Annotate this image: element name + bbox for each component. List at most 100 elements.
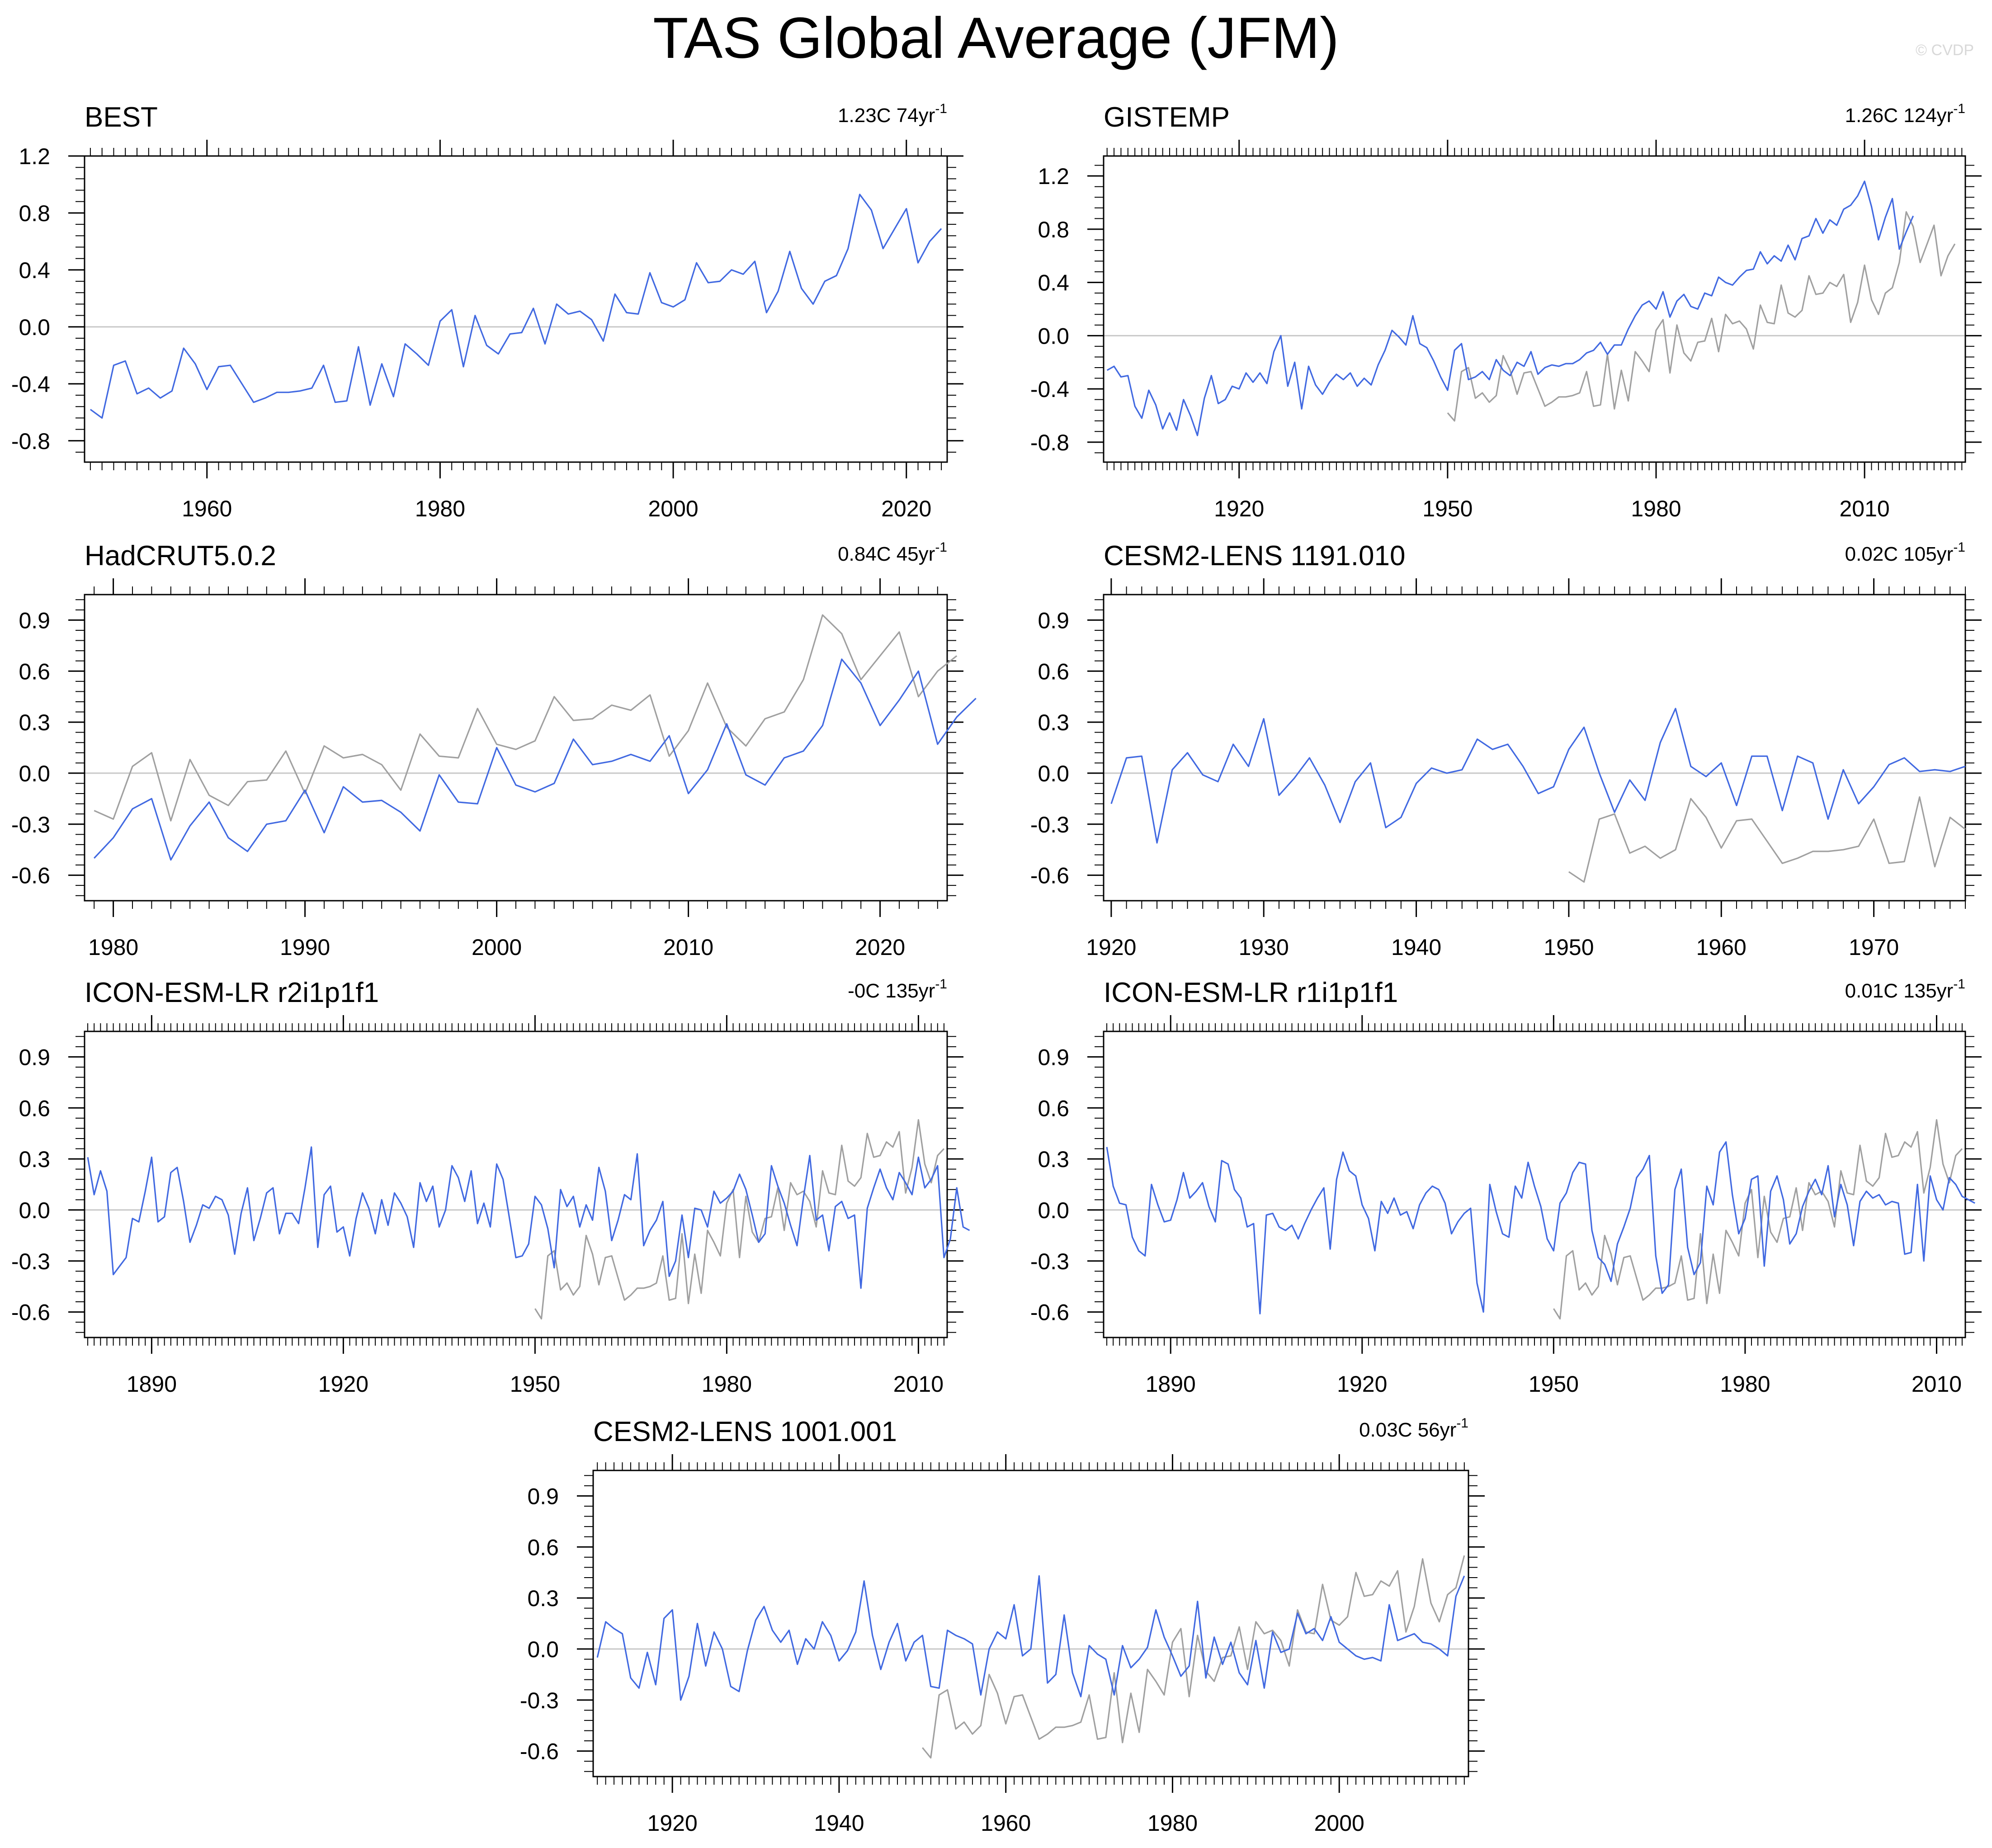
obs-series-line-hadcrut5-0-2	[534, 1119, 945, 1320]
panel-7: -0.6 -0.3 0.0 0.3 0.6 0.9 1920 1940 1960 1980 2000…	[520, 1416, 1485, 1836]
model-series-line-hadcrut5-0-2	[94, 658, 977, 861]
trend-exponent: -1	[1953, 101, 1965, 116]
x-tick-label: 1950	[1544, 935, 1594, 960]
trend-label: 0.01C 135yr-1	[1845, 977, 1965, 1002]
y-tick-label: -0.6	[1030, 1300, 1069, 1325]
trend-exponent: -1	[935, 540, 947, 555]
y-tick-label: -0.6	[11, 1300, 50, 1325]
y-tick-label: 0.3	[527, 1586, 559, 1611]
x-minor-ticks	[597, 1462, 1465, 1785]
x-tick-label: 1940	[1391, 935, 1441, 960]
x-tick-label: 1950	[510, 1371, 560, 1397]
axis-frame	[84, 594, 948, 902]
x-tick-label: 1950	[1422, 496, 1473, 521]
y-tick-label: 0.0	[1038, 323, 1069, 349]
panel-6: -0.6 -0.3 0.0 0.3 0.6 0.9 1890 1920 1950 1980 2010…	[1030, 977, 1982, 1397]
x-tick-label: 2000	[472, 935, 522, 960]
watermark: © CVDP	[1916, 42, 1974, 59]
y-tick-label: 0.0	[1038, 761, 1069, 786]
trend-value: 0.84C 45yr	[838, 543, 935, 565]
y-tick-label: 0.6	[19, 1096, 50, 1121]
page-title: TAS Global Average (JFM)	[653, 6, 1339, 71]
y-tick-label: -0.3	[11, 1249, 50, 1274]
obs-series-line-hadcrut5-0-2	[1553, 1119, 1963, 1320]
y-minor-ticks	[584, 1475, 1477, 1772]
x-minor-ticks	[1110, 586, 1966, 909]
axis-frame	[1103, 155, 1966, 463]
y-minor-ticks	[76, 1036, 956, 1333]
model-series-line-cesm2-lens-1001-001	[596, 1575, 1465, 1701]
x-tick-label: 2010	[663, 935, 713, 960]
y-tick-label: -0.8	[1030, 430, 1069, 455]
y-tick-label: 1.2	[1038, 164, 1069, 189]
trend-value: 0.03C 56yr	[1359, 1419, 1456, 1441]
x-tick-label: 2010	[1840, 496, 1890, 521]
panel-title: CESM2-LENS 1001.001	[593, 1416, 897, 1447]
y-tick-label: 0.3	[1038, 710, 1069, 735]
y-tick-label: -0.8	[11, 429, 50, 454]
model-series-line-icon-esm-lr-r2i1p1f1	[87, 1146, 970, 1289]
y-tick-label: 0.9	[19, 608, 50, 633]
trend-value: 0.01C 135yr	[1845, 980, 1954, 1002]
x-tick-label: 1980	[415, 496, 465, 521]
x-tick-label: 1890	[127, 1371, 177, 1397]
trend-label: 0.84C 45yr-1	[838, 540, 947, 565]
y-tick-label: 0.4	[19, 258, 50, 283]
y-tick-label: 0.6	[1038, 659, 1069, 684]
x-tick-label: 1920	[318, 1371, 368, 1397]
trend-exponent: -1	[935, 977, 947, 992]
x-tick-label: 1960	[981, 1810, 1031, 1836]
x-tick-label: 1960	[182, 496, 232, 521]
axis-frame	[84, 155, 948, 463]
model-series-line-icon-esm-lr-r1i1p1f1	[1106, 1141, 1975, 1314]
trend-exponent: -1	[1456, 1416, 1468, 1431]
panel-1: -0.8 -0.4 0.0 0.4 0.8 1.2 1960 1980 2000 2020 BEST…	[11, 101, 963, 521]
axis-frame	[84, 1030, 948, 1338]
obs-series-line-hadcrut5-0-2	[1568, 796, 1966, 883]
x-tick-label: 2010	[1912, 1371, 1962, 1397]
model-series-line-best	[90, 194, 942, 419]
y-minor-ticks	[1095, 165, 1974, 454]
y-tick-label: 0.6	[527, 1535, 559, 1560]
y-tick-label: -0.3	[11, 812, 50, 837]
y-tick-label: -0.4	[11, 372, 50, 397]
trend-exponent: -1	[1953, 540, 1965, 555]
trend-exponent: -1	[1953, 977, 1965, 992]
trend-value: 1.23C 74yr	[838, 104, 935, 127]
x-tick-label: 1890	[1146, 1371, 1196, 1397]
panel-title: BEST	[85, 102, 158, 133]
y-tick-label: 0.8	[19, 201, 50, 226]
y-tick-label: 0.9	[1038, 1045, 1069, 1070]
axis-frame	[1103, 594, 1966, 902]
panel-title: GISTEMP	[1104, 102, 1230, 133]
trend-exponent: -1	[935, 101, 947, 116]
x-tick-label: 1980	[88, 935, 138, 960]
y-tick-label: 0.3	[1038, 1147, 1069, 1172]
x-minor-ticks	[1106, 148, 1963, 470]
y-tick-label: 1.2	[19, 144, 50, 169]
trend-label: 0.03C 56yr-1	[1359, 1416, 1468, 1441]
y-tick-label: 0.0	[19, 761, 50, 786]
y-tick-label: 0.0	[527, 1637, 559, 1662]
y-tick-label: 0.9	[1038, 608, 1069, 633]
x-tick-label: 2000	[1314, 1810, 1364, 1836]
obs-series-line-best	[94, 614, 958, 822]
y-tick-label: 0.9	[527, 1484, 559, 1509]
trend-label: -0C 135yr-1	[848, 977, 947, 1002]
y-tick-label: -0.4	[1030, 377, 1069, 402]
y-tick-label: -0.6	[1030, 863, 1069, 889]
y-minor-ticks	[76, 156, 956, 453]
x-tick-label: 2010	[893, 1371, 944, 1397]
x-tick-label: 1980	[702, 1371, 752, 1397]
x-tick-label: 2020	[855, 935, 905, 960]
x-tick-label: 2020	[881, 496, 931, 521]
x-tick-label: 1920	[647, 1810, 698, 1836]
panel-title: ICON-ESM-LR r2i1p1f1	[85, 977, 379, 1008]
panel-title: CESM2-LENS 1191.010	[1104, 540, 1405, 572]
panel-2: -0.8 -0.4 0.0 0.4 0.8 1.2 1920 1950 1980 2010 GIST…	[1030, 101, 1982, 521]
y-tick-label: -0.6	[520, 1739, 559, 1764]
trend-label: 1.23C 74yr-1	[838, 101, 947, 127]
obs-series-line-hadcrut5-0-2	[1447, 211, 1956, 422]
y-tick-label: -0.6	[11, 863, 50, 889]
